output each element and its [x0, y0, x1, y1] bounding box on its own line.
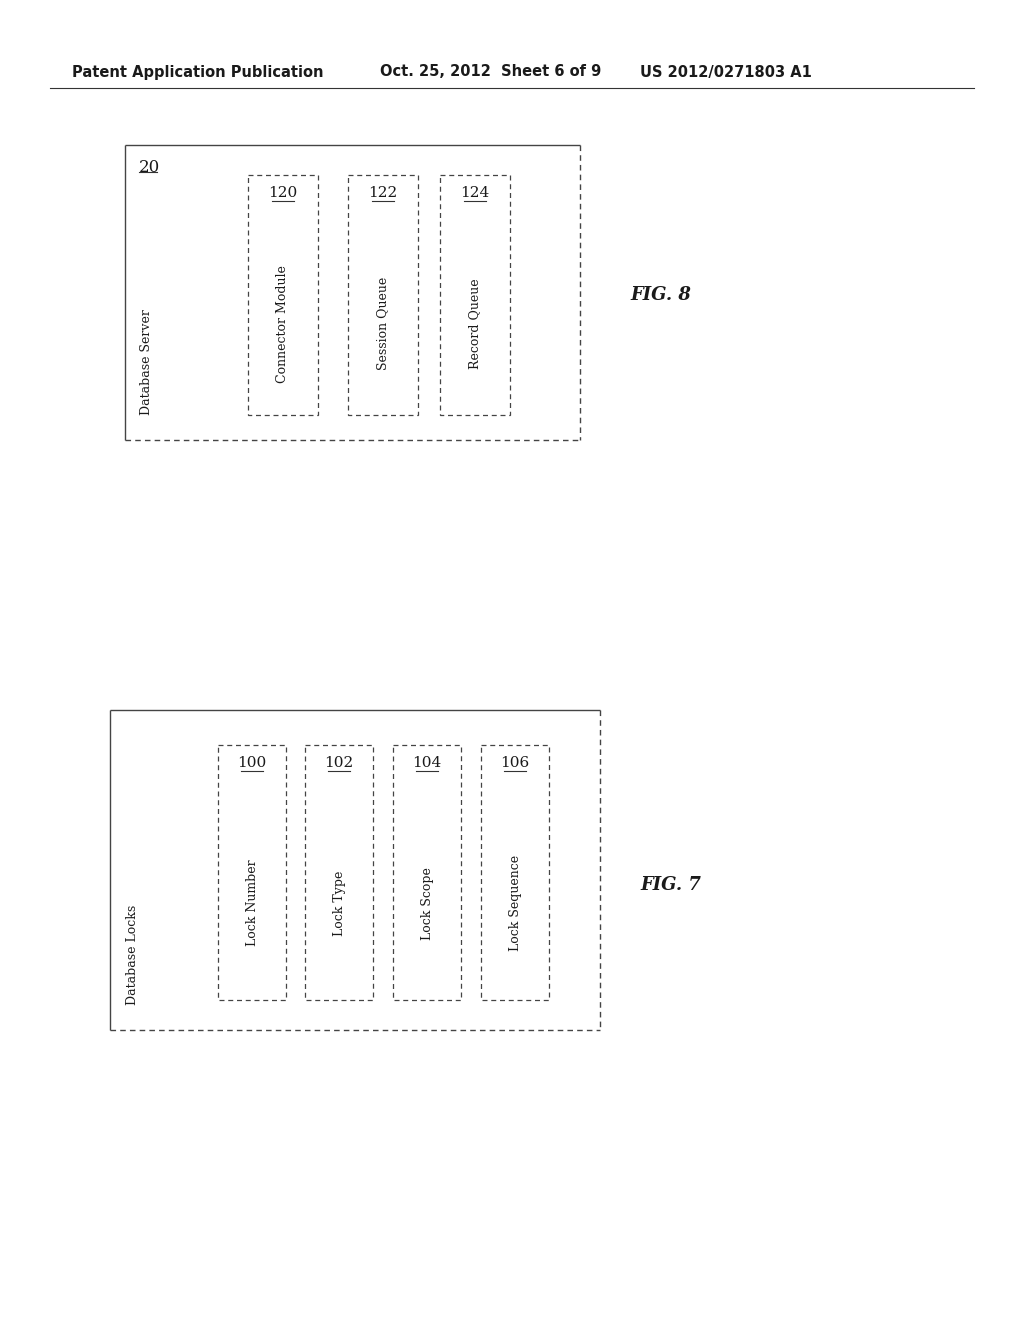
Text: US 2012/0271803 A1: US 2012/0271803 A1	[640, 65, 812, 79]
Text: Lock Number: Lock Number	[246, 859, 258, 946]
Bar	[393, 744, 461, 1001]
Text: Oct. 25, 2012  Sheet 6 of 9: Oct. 25, 2012 Sheet 6 of 9	[380, 65, 601, 79]
Text: Database Locks: Database Locks	[126, 904, 138, 1005]
Text: Connector Module: Connector Module	[276, 265, 290, 383]
Bar	[248, 176, 318, 414]
Bar	[348, 176, 418, 414]
Bar	[481, 744, 549, 1001]
Text: 100: 100	[238, 756, 266, 770]
Text: Lock Sequence: Lock Sequence	[509, 855, 521, 952]
Text: 20: 20	[139, 158, 160, 176]
Text: 120: 120	[268, 186, 298, 201]
Text: 122: 122	[369, 186, 397, 201]
Bar	[218, 744, 286, 1001]
Text: 102: 102	[325, 756, 353, 770]
Text: 104: 104	[413, 756, 441, 770]
Text: Lock Scope: Lock Scope	[421, 867, 433, 940]
Text: 106: 106	[501, 756, 529, 770]
Bar	[305, 744, 373, 1001]
Text: Lock Type: Lock Type	[333, 870, 345, 936]
Text: FIG. 7: FIG. 7	[640, 876, 700, 894]
Text: FIG. 8: FIG. 8	[630, 286, 691, 304]
Text: 124: 124	[461, 186, 489, 201]
Text: Record Queue: Record Queue	[469, 279, 481, 370]
Text: Database Server: Database Server	[140, 309, 154, 414]
Text: Session Queue: Session Queue	[377, 277, 389, 371]
Text: Patent Application Publication: Patent Application Publication	[72, 65, 324, 79]
Bar	[440, 176, 510, 414]
